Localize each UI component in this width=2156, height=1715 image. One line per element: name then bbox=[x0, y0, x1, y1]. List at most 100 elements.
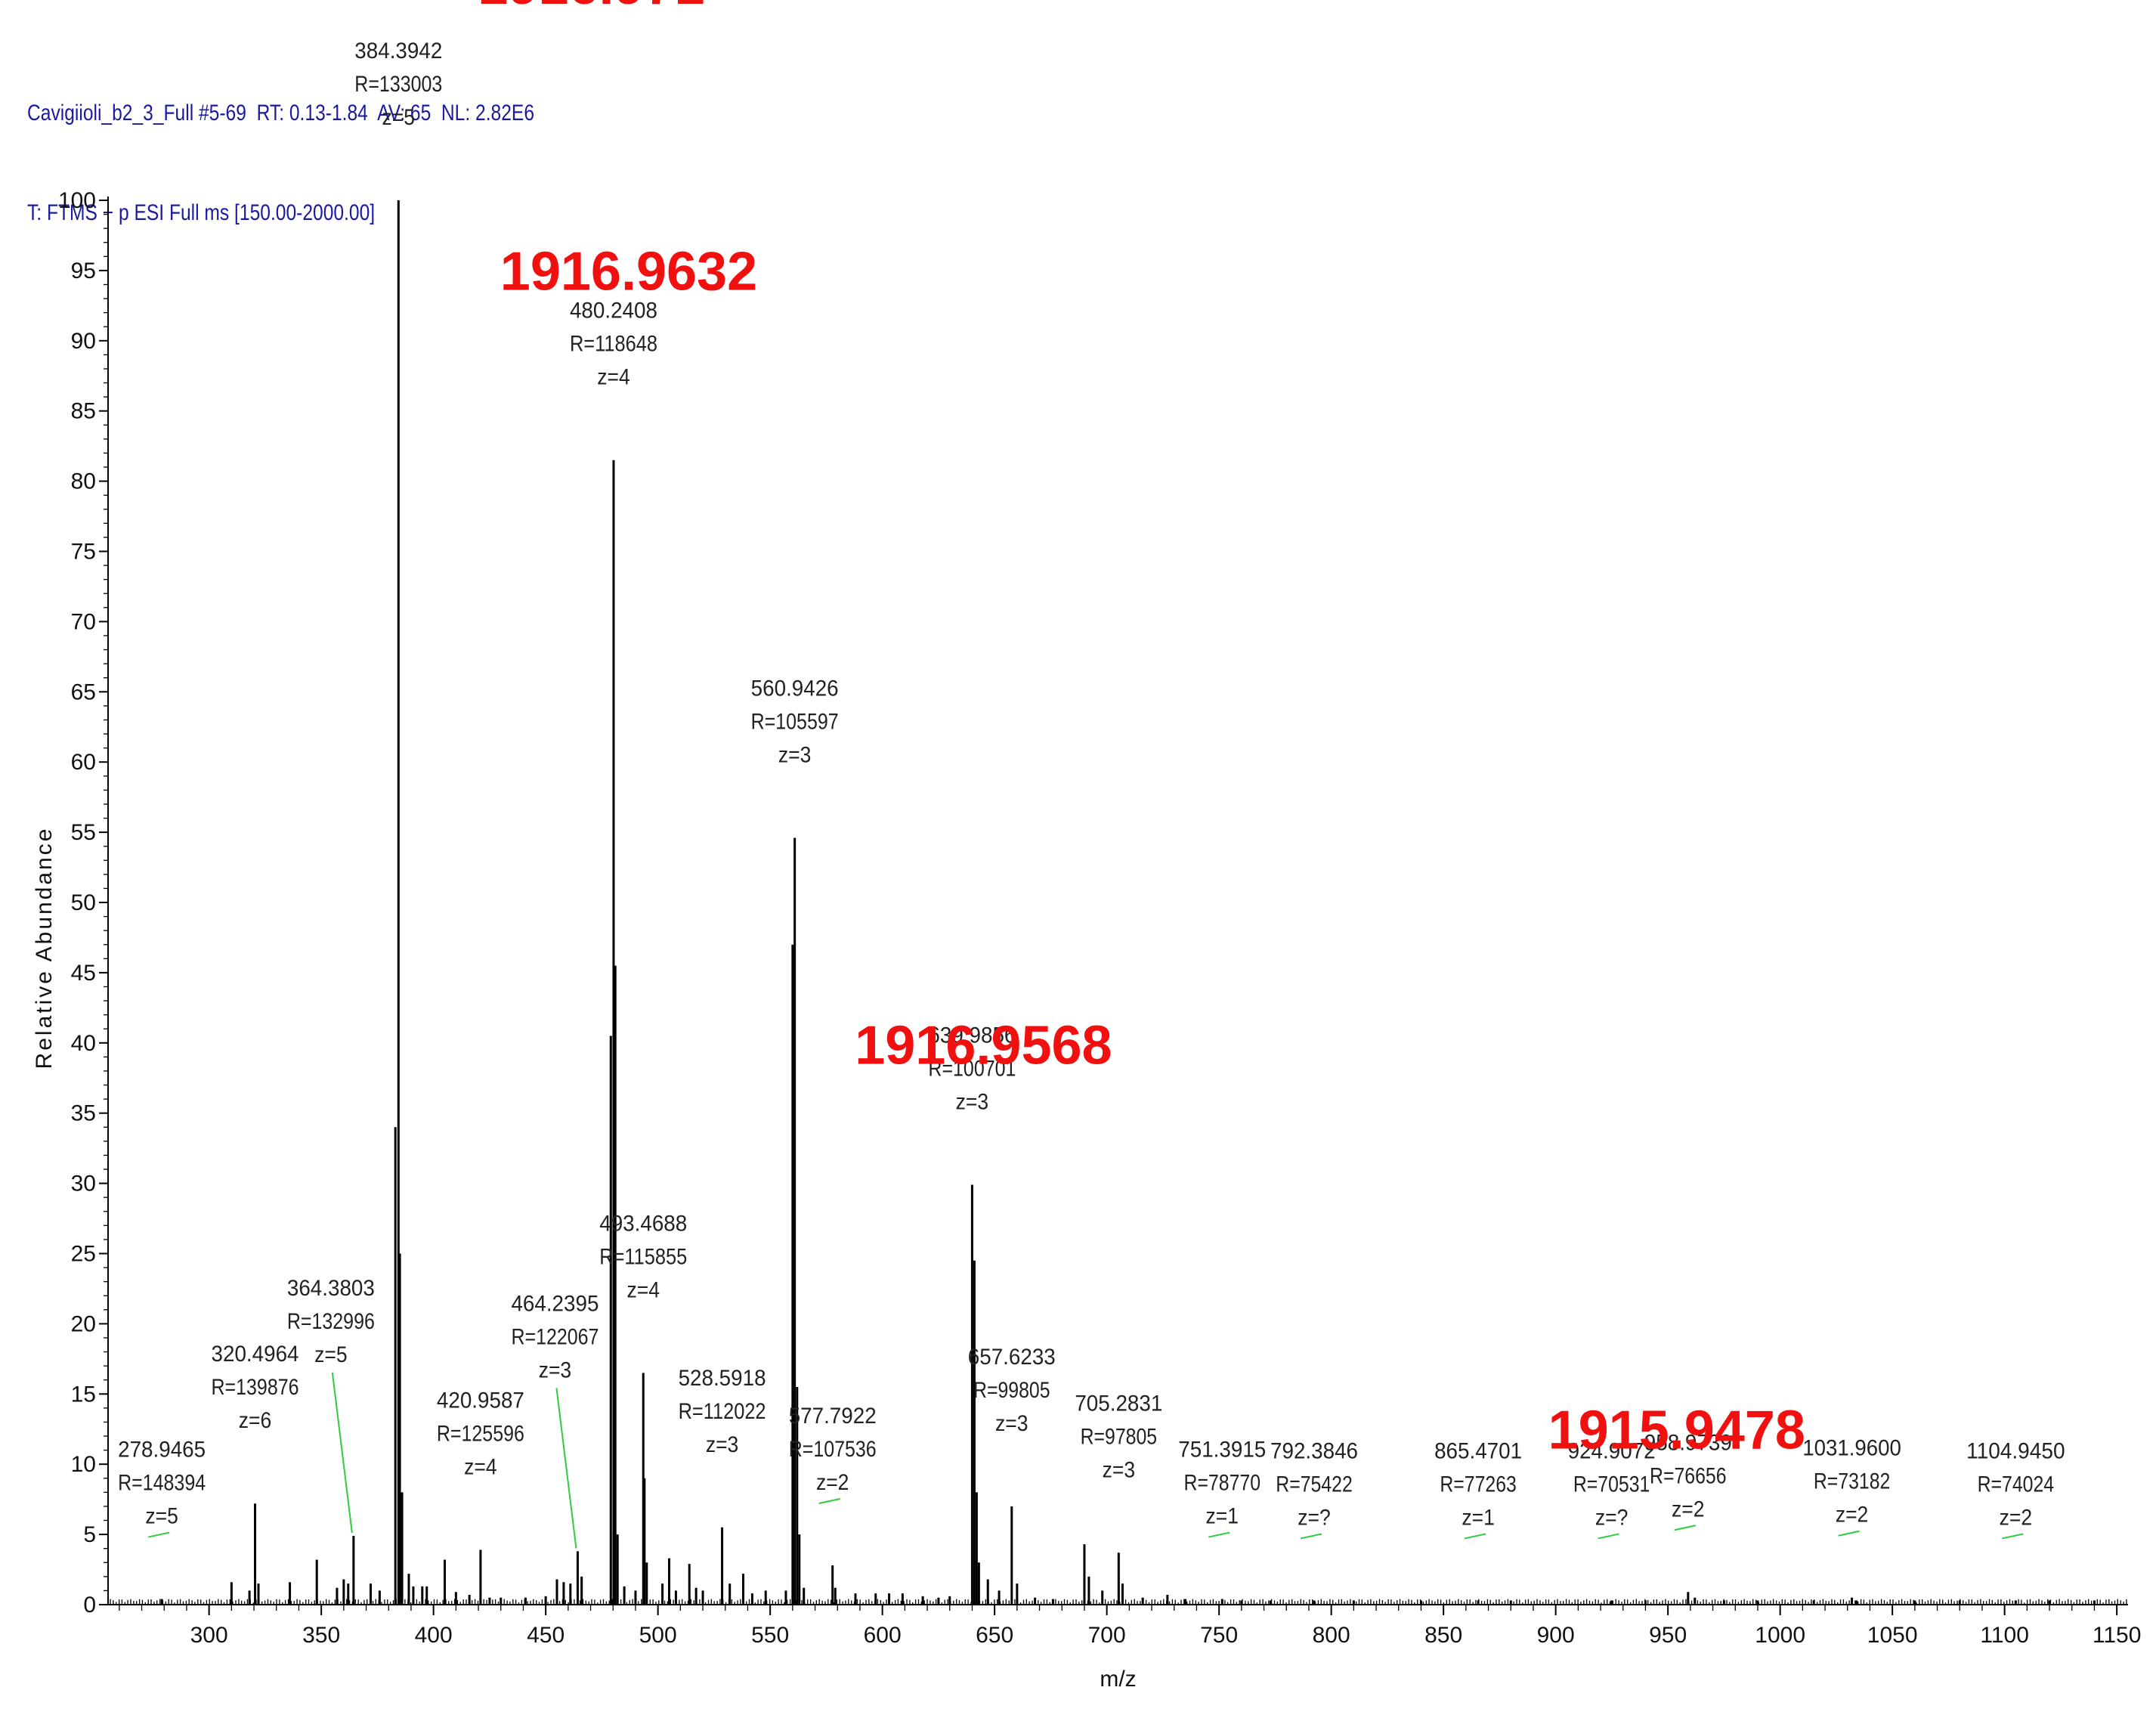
peak-label-line: 364.3803 bbox=[287, 1276, 375, 1301]
peak-label-line: R=148394 bbox=[118, 1471, 206, 1496]
peak-label-line: R=70531 bbox=[1573, 1472, 1650, 1497]
peak-label-line: z=1 bbox=[1462, 1505, 1495, 1530]
peak-label-line: R=139876 bbox=[212, 1375, 299, 1400]
peak-label-line: z=4 bbox=[627, 1277, 660, 1302]
peak-label-line: z=6 bbox=[239, 1408, 272, 1433]
peak-label-line: R=107536 bbox=[789, 1437, 877, 1462]
charge-tick bbox=[1464, 1533, 1486, 1540]
charge-tick bbox=[1598, 1533, 1619, 1540]
x-tick-label: 1000 bbox=[1755, 1623, 1805, 1648]
y-tick-label: 60 bbox=[71, 750, 96, 775]
peak-label-line: z=3 bbox=[539, 1357, 572, 1382]
peak-label-line: z=3 bbox=[778, 743, 812, 768]
y-tick-label: 100 bbox=[58, 188, 96, 213]
peak-label-line: z=2 bbox=[2000, 1505, 2033, 1530]
peak-label-line: 464.2395 bbox=[511, 1291, 599, 1316]
peak-label-line: z=1 bbox=[1206, 1504, 1239, 1529]
x-tick-label: 300 bbox=[190, 1623, 228, 1648]
peak-label-line: R=122067 bbox=[511, 1324, 599, 1349]
mass-annotation: 1916.9568 bbox=[855, 1015, 1112, 1076]
peak-label-line: z=2 bbox=[1836, 1503, 1869, 1528]
charge-tick bbox=[818, 1497, 840, 1504]
peak-label-line: z=3 bbox=[956, 1089, 989, 1114]
y-tick-label: 90 bbox=[71, 329, 96, 354]
peak-label-line: 958.9739 bbox=[1644, 1430, 1732, 1455]
peak-label-line: z=5 bbox=[314, 1342, 348, 1367]
peak-label-line: 792.3846 bbox=[1270, 1438, 1358, 1463]
x-tick-label: 750 bbox=[1200, 1623, 1238, 1648]
charge-leader-line bbox=[555, 1388, 577, 1549]
x-tick-label: 650 bbox=[976, 1623, 1013, 1648]
y-tick-label: 80 bbox=[71, 469, 96, 494]
x-tick-label: 550 bbox=[751, 1623, 789, 1648]
x-tick-label: 1050 bbox=[1867, 1623, 1918, 1648]
x-tick-label: 450 bbox=[527, 1623, 565, 1648]
x-tick-label: 900 bbox=[1537, 1623, 1575, 1648]
charge-tick bbox=[1300, 1533, 1322, 1540]
y-tick-label: 75 bbox=[71, 540, 96, 565]
peak-label-line: R=73182 bbox=[1814, 1469, 1891, 1494]
peak-label-line: 560.9426 bbox=[751, 676, 839, 701]
peak-label-line: z=3 bbox=[706, 1432, 739, 1457]
charge-tick bbox=[1208, 1531, 1230, 1538]
y-tick-label: 30 bbox=[71, 1172, 96, 1196]
peak-label-line: 528.5918 bbox=[679, 1366, 766, 1391]
peak-label-line: 577.7922 bbox=[789, 1404, 877, 1429]
peak-label-line: 865.4701 bbox=[1434, 1438, 1522, 1463]
peak-label-line: z=? bbox=[1595, 1505, 1629, 1530]
y-tick-label: 50 bbox=[71, 890, 96, 915]
axes: 0 5 10 15 20 25 30 35 40 45 50 55 60 65 70 75 80 85 90 95 10… bbox=[58, 188, 2141, 1648]
peak-label-line: 420.9587 bbox=[437, 1388, 524, 1413]
x-tick-label: 700 bbox=[1088, 1623, 1126, 1648]
y-tick-label: 0 bbox=[83, 1593, 96, 1617]
y-tick-label: 20 bbox=[71, 1311, 96, 1336]
peak-label-line: R=132996 bbox=[287, 1309, 375, 1334]
peak-label-line: z=? bbox=[1298, 1505, 1331, 1530]
x-tick-label: 350 bbox=[302, 1623, 340, 1648]
y-tick-label: 85 bbox=[71, 399, 96, 424]
peak-label-line: 657.6233 bbox=[968, 1345, 1056, 1370]
peak-label-line: z=4 bbox=[597, 365, 630, 390]
peak-label-line: R=74024 bbox=[1978, 1472, 2055, 1497]
x-tick-label: 950 bbox=[1649, 1623, 1687, 1648]
peak-label-line: R=112022 bbox=[679, 1399, 766, 1424]
peak-label-line: 384.3942 bbox=[354, 39, 442, 63]
y-tick-label: 35 bbox=[71, 1101, 96, 1126]
y-tick-label: 55 bbox=[71, 820, 96, 845]
x-tick-label: 800 bbox=[1313, 1623, 1350, 1648]
peak-label-line: R=76656 bbox=[1650, 1463, 1727, 1488]
x-tick-label: 600 bbox=[864, 1623, 902, 1648]
peak-label-line: z=4 bbox=[464, 1455, 497, 1480]
y-tick-label: 40 bbox=[71, 1031, 96, 1056]
peak-label-line: R=75422 bbox=[1276, 1472, 1353, 1497]
y-tick-label: 95 bbox=[71, 258, 96, 283]
y-tick-label: 25 bbox=[71, 1242, 96, 1267]
peak-label-line: R=125596 bbox=[437, 1422, 524, 1447]
peak-label-line: R=78770 bbox=[1184, 1471, 1261, 1496]
x-tick-label: 850 bbox=[1424, 1623, 1462, 1648]
mass-annotation: 1916.971 bbox=[478, 0, 704, 16]
peak-label-line: R=77263 bbox=[1440, 1472, 1517, 1497]
x-tick-label: 1100 bbox=[1980, 1623, 2029, 1648]
peak-labels: 278.9465 R=148394 z=5 320.4964 R=139876 z=6 36… bbox=[118, 39, 2065, 1549]
peak-label-line: z=3 bbox=[995, 1411, 1029, 1436]
peak-label-line: R=97805 bbox=[1081, 1424, 1158, 1449]
peak-label-line: 639.9856 bbox=[928, 1023, 1016, 1048]
peak-label-line: R=105597 bbox=[751, 710, 839, 735]
y-tick-label: 5 bbox=[83, 1522, 96, 1547]
peak-label-line: z=5 bbox=[145, 1504, 178, 1529]
peak-label-line: z=5 bbox=[382, 105, 416, 130]
peak-label-line: z=2 bbox=[1672, 1497, 1705, 1522]
y-tick-label: 10 bbox=[71, 1452, 96, 1477]
mass-annotation: 1915.9478 bbox=[1548, 1400, 1805, 1460]
peak-label-line: z=2 bbox=[816, 1470, 849, 1495]
peak-label-line: R=115855 bbox=[599, 1244, 687, 1269]
peak-label-line: R=118648 bbox=[570, 332, 657, 357]
mass-annotation: 1916.9632 bbox=[500, 242, 757, 302]
peak-label-line: 924.9072 bbox=[1568, 1438, 1656, 1463]
x-tick-label: 500 bbox=[639, 1623, 677, 1648]
peak-label-line: R=100701 bbox=[928, 1056, 1016, 1081]
charge-tick bbox=[147, 1531, 170, 1538]
y-tick-label: 15 bbox=[71, 1382, 96, 1407]
